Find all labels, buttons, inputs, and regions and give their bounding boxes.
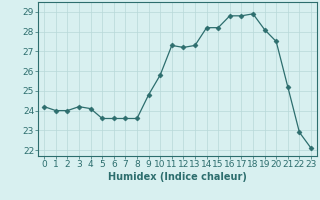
X-axis label: Humidex (Indice chaleur): Humidex (Indice chaleur) xyxy=(108,172,247,182)
